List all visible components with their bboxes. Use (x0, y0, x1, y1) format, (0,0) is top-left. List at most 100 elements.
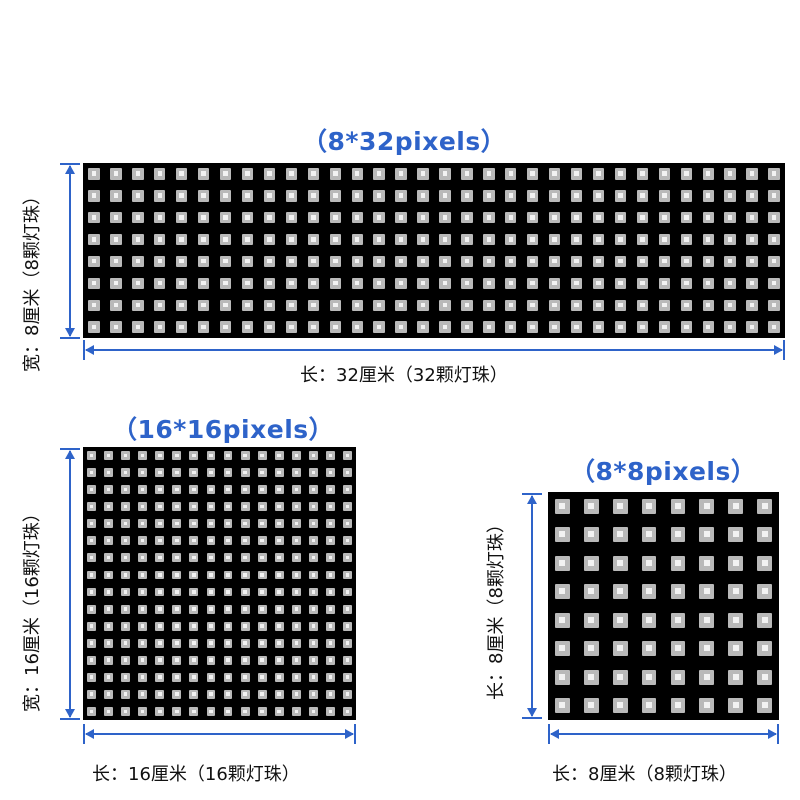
led-pixel (138, 570, 148, 580)
led-pixel (307, 255, 320, 268)
led-pixel (240, 570, 250, 580)
led-pixel (206, 468, 216, 478)
led-pixel (274, 672, 284, 682)
led-pixel (343, 519, 352, 529)
led-pixel (343, 485, 352, 495)
led-pixel (395, 321, 407, 333)
led-pixel (757, 527, 772, 543)
panel-16x16-title: （16*16pixels） (112, 415, 335, 444)
led-pixel (641, 498, 657, 514)
led-pixel (670, 612, 686, 628)
led-matrix-8x32 (83, 163, 785, 338)
led-pixel (527, 277, 539, 289)
led-pixel (104, 655, 114, 665)
led-pixel (505, 277, 517, 289)
led-pixel (223, 638, 233, 648)
led-pixel (680, 277, 692, 289)
led-pixel (240, 553, 250, 563)
led-pixel (724, 168, 736, 180)
led-pixel (197, 321, 210, 333)
led-pixel (291, 536, 301, 546)
led-pixel (680, 255, 692, 268)
led-pixel (641, 669, 657, 685)
led-pixel (241, 190, 254, 202)
led-pixel (223, 451, 233, 460)
led-pixel (555, 698, 570, 714)
led-pixel (189, 621, 199, 631)
led-pixel (757, 584, 772, 600)
led-pixel (138, 485, 148, 495)
led-pixel (505, 233, 517, 246)
led-pixel (325, 707, 335, 716)
led-pixel (307, 321, 320, 333)
led-pixel (724, 190, 736, 202)
led-pixel (417, 277, 429, 289)
led-pixel (240, 689, 250, 699)
led-pixel (548, 168, 561, 180)
led-pixel (189, 519, 199, 529)
led-pixel (614, 168, 627, 180)
led-pixel (257, 502, 267, 512)
led-pixel (176, 321, 188, 333)
led-pixel (110, 321, 122, 333)
led-pixel (307, 299, 320, 311)
led-pixel (285, 233, 298, 246)
led-pixel (257, 468, 267, 478)
led-pixel (757, 641, 772, 657)
led-pixel (138, 672, 148, 682)
led-pixel (728, 527, 744, 543)
led-pixel (176, 255, 188, 268)
height-arrow-16x16 (60, 448, 80, 720)
led-pixel (548, 277, 561, 289)
led-pixel (505, 299, 517, 311)
led-pixel (87, 672, 96, 682)
led-pixel (583, 527, 599, 543)
led-pixel (325, 655, 335, 665)
led-pixel (583, 669, 599, 685)
led-pixel (274, 485, 284, 495)
led-pixel (189, 570, 199, 580)
led-pixel (548, 299, 561, 311)
led-pixel (636, 299, 649, 311)
led-pixel (189, 638, 199, 648)
led-pixel (154, 168, 166, 180)
led-pixel (197, 212, 210, 224)
led-pixel (373, 212, 385, 224)
led-pixel (172, 553, 182, 563)
led-pixel (351, 321, 363, 333)
led-pixel (155, 587, 165, 597)
led-pixel (461, 277, 473, 289)
led-pixel (223, 604, 233, 614)
led-pixel (206, 536, 216, 546)
led-pixel (155, 553, 165, 563)
led-pixel (570, 168, 583, 180)
led-pixel (154, 277, 166, 289)
led-pixel (308, 689, 318, 699)
led-pixel (699, 498, 715, 514)
led-pixel (325, 689, 335, 699)
led-pixel (636, 321, 649, 333)
led-pixel (291, 485, 301, 495)
led-pixel (121, 536, 131, 546)
led-pixel (527, 190, 539, 202)
led-pixel (257, 519, 267, 529)
led-pixel (132, 212, 144, 224)
led-pixel (548, 233, 561, 246)
led-pixel (746, 299, 758, 311)
led-pixel (263, 321, 276, 333)
led-pixel (308, 655, 318, 665)
led-pixel (257, 638, 267, 648)
led-pixel (555, 669, 570, 685)
led-pixel (87, 604, 96, 614)
led-pixel (104, 570, 114, 580)
led-pixel (308, 638, 318, 648)
led-pixel (548, 212, 561, 224)
led-pixel (104, 485, 114, 495)
led-pixel (285, 168, 298, 180)
led-pixel (461, 212, 473, 224)
led-pixel (172, 587, 182, 597)
led-pixel (699, 612, 715, 628)
led-pixel (274, 451, 284, 460)
led-pixel (110, 277, 122, 289)
led-pixel (88, 168, 100, 180)
